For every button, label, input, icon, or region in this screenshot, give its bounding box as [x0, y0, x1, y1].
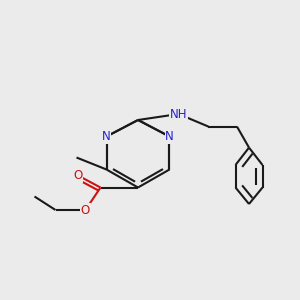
- Text: N: N: [102, 130, 111, 143]
- Text: O: O: [81, 203, 90, 217]
- Text: NH: NH: [170, 107, 187, 121]
- Text: O: O: [74, 169, 82, 182]
- Text: N: N: [165, 130, 174, 143]
